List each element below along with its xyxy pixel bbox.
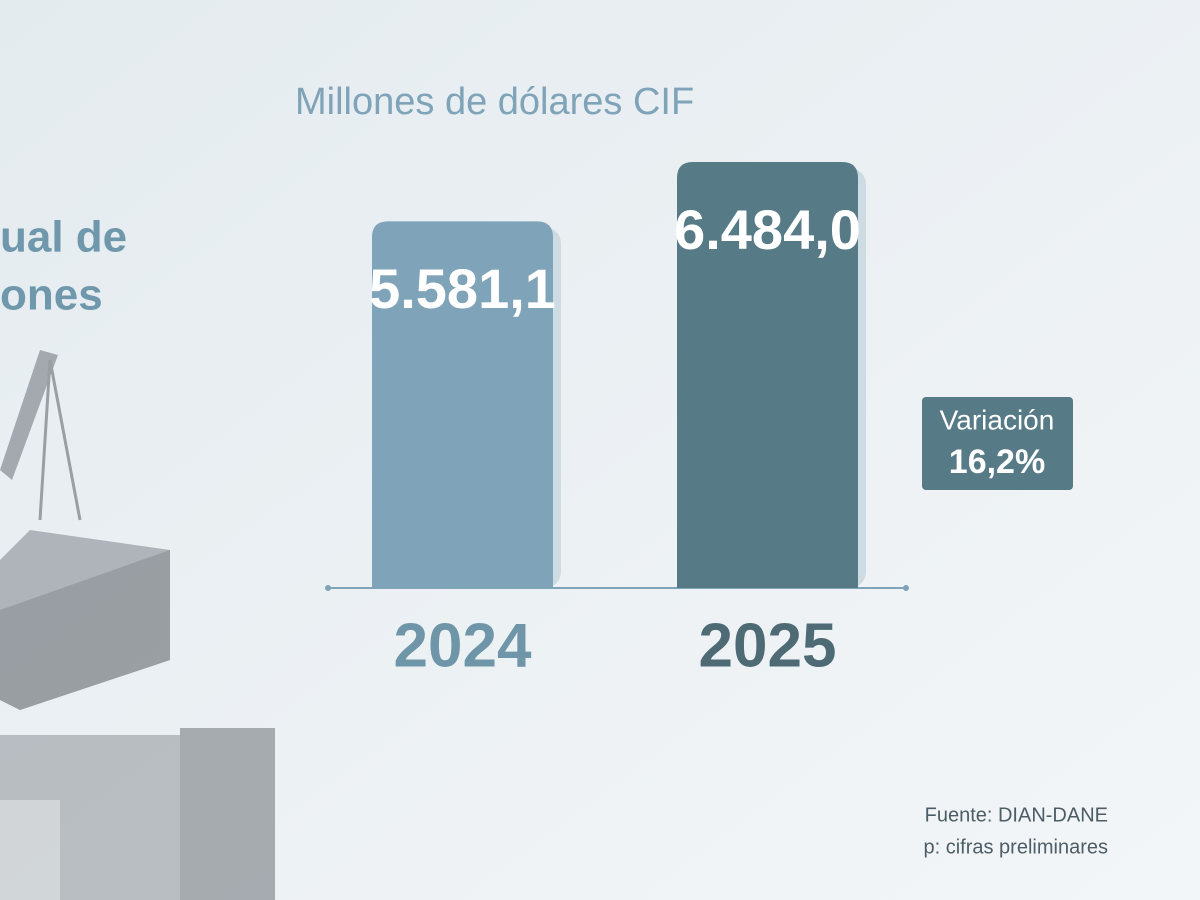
value-label: 5.581,1 — [369, 257, 556, 320]
value-label: 6.484,0 — [674, 198, 861, 261]
bar — [677, 162, 858, 588]
note: p: cifras preliminares — [923, 836, 1108, 858]
port-illustration — [0, 350, 275, 900]
x-tick-label: 2025 — [699, 611, 837, 680]
variation-value: 16,2% — [949, 443, 1045, 481]
source: Fuente: DIAN-DANE — [925, 804, 1108, 826]
baseline-dot — [325, 585, 331, 591]
bar — [372, 221, 553, 589]
baseline-dot — [903, 585, 909, 591]
chart-title: Millones de dólares CIF — [295, 81, 694, 123]
side-title: ual de — [0, 213, 127, 262]
variation-box — [922, 397, 1073, 490]
side-title: ones — [0, 271, 103, 320]
x-tick-label: 2024 — [394, 611, 532, 680]
variation-label: Variación — [940, 404, 1055, 435]
